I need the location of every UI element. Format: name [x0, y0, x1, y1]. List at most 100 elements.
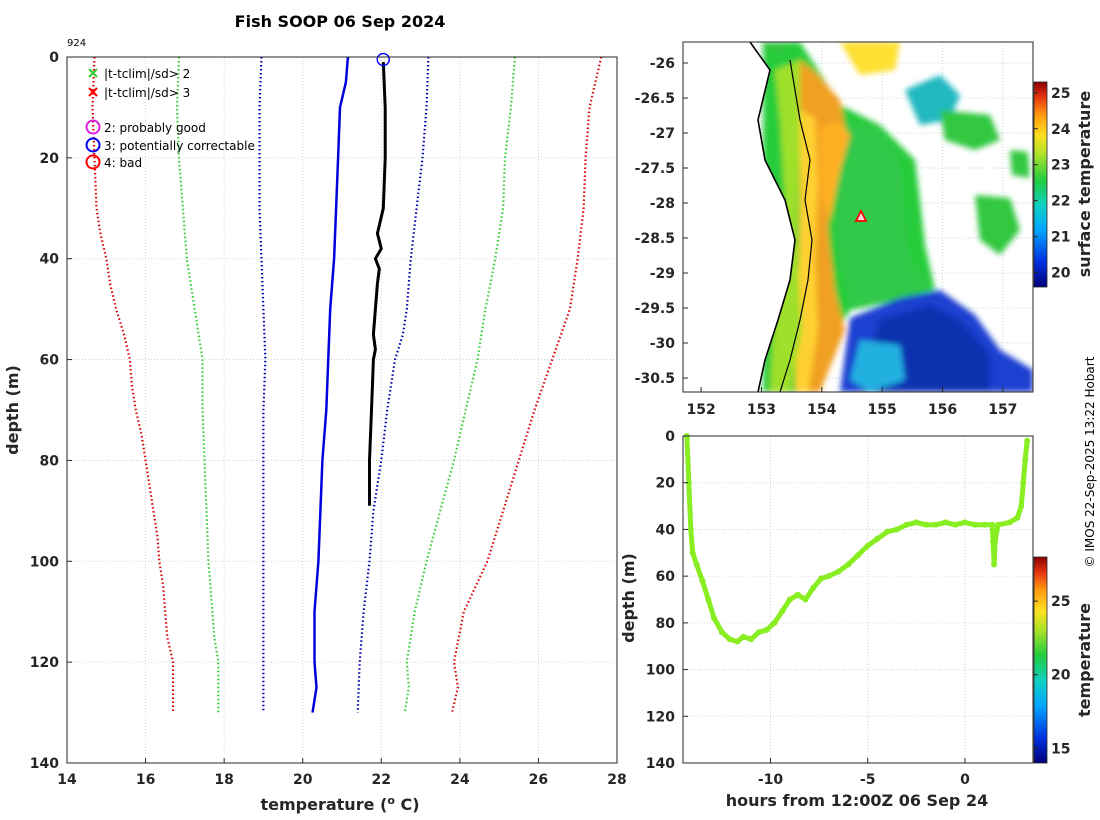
float-position-marker — [854, 208, 868, 222]
depth-time-point — [705, 596, 712, 603]
depth-time-point — [903, 521, 910, 528]
land-mass — [683, 42, 795, 392]
depth-time-point — [802, 596, 809, 603]
map-x-tick-label: 153 — [747, 402, 776, 418]
map-y-tick-label: -26.5 — [635, 91, 675, 107]
legend-marker-x-green — [88, 68, 98, 78]
profile-x-tick-label: 28 — [607, 772, 626, 788]
map-y-ticks: -26 -26.5 -27 -27.5 -28 -28.5 -29 -29.5 -30 -30.5 — [635, 56, 688, 387]
map-x-tick-label: 152 — [686, 402, 715, 418]
sst-colorbar-label: surface temperature — [1075, 91, 1094, 278]
depth-time-y-tick-label: 140 — [646, 756, 675, 772]
profile-y-ticks: 0 20 40 60 80 100 120 140 — [30, 50, 72, 772]
map-y-tick-label: -30 — [650, 336, 676, 352]
depth-time-point — [763, 626, 770, 633]
profile-x-tick-label: 18 — [214, 772, 233, 788]
map-y-tick-label: -29.5 — [635, 301, 675, 317]
map-y-tick-label: -30.5 — [635, 371, 675, 387]
profile-axes-box — [66, 56, 618, 764]
map-x-tick-label: 155 — [868, 402, 897, 418]
profile-line-clim-plus-1sd — [356, 56, 430, 713]
depth-time-point — [981, 521, 988, 528]
depth-time-point — [995, 521, 1001, 528]
depth-time-point — [1022, 456, 1029, 463]
profile-y-tick-label: 20 — [40, 151, 60, 167]
depth-time-point — [874, 535, 881, 542]
sst-colorbar-tick-label: 23 — [1051, 158, 1070, 174]
depth-time-point — [991, 561, 998, 568]
profile-line-clim-minus-1sd — [258, 56, 267, 713]
depth-time-points — [683, 433, 1031, 645]
profile-line-clim-minus-2sd — [175, 56, 220, 713]
depth-time-point — [748, 636, 755, 643]
legend-label: 3: potentially correctable — [104, 139, 255, 153]
depth-time-x-ticks: -10 -5 0 — [758, 758, 970, 788]
depth-time-point — [740, 633, 747, 640]
depth-time-point — [1020, 479, 1027, 486]
depth-time-point — [818, 575, 825, 582]
sst-colorbar-ticks: 20 21 22 23 24 25 — [1034, 86, 1071, 282]
depth-time-trace — [684, 433, 1030, 644]
credit-text: © IMOS 22-Sep-2025 13:22 Hobart — [1083, 356, 1097, 567]
depth-time-point — [884, 528, 891, 535]
temperature-colorbar — [1033, 556, 1048, 764]
profile-y-tick-label: 120 — [30, 655, 59, 671]
map-y-tick-label: -29 — [650, 266, 675, 282]
depth-time-y-tick-label: 40 — [656, 522, 676, 538]
map-y-tick-label: -28 — [650, 196, 675, 212]
shelf-contour — [779, 59, 813, 392]
profile-x-tick-label: 20 — [293, 772, 313, 788]
depth-time-point — [932, 521, 939, 528]
temperature-colorbar-tick-label: 25 — [1051, 594, 1070, 610]
map-x-ticks: 152 153 154 155 156 157 — [686, 387, 1017, 418]
profile-line-clim-plus-3sd — [450, 56, 603, 713]
profile-series — [91, 52, 603, 713]
depth-time-x-tick-label: 0 — [960, 772, 970, 788]
coastline — [749, 42, 796, 392]
legend-marker-circle-blue — [85, 137, 101, 153]
depth-time-point — [989, 521, 996, 528]
profile-id-label: 924 — [67, 38, 86, 49]
map-x-tick-label: 156 — [928, 402, 957, 418]
temperature-colorbar-ticks: 15 20 25 — [1034, 594, 1071, 757]
depth-time-y-ticks: 0 20 40 60 80 100 120 140 — [646, 429, 688, 772]
legend-label: |t-tclim|/sd> 2 — [104, 67, 190, 81]
temperature-colorbar-label: temperature — [1075, 603, 1094, 717]
legend-label: 2: probably good — [104, 121, 206, 135]
profile-x-tick-label: 26 — [529, 772, 548, 788]
depth-time-y-tick-label: 60 — [656, 569, 676, 585]
depth-time-y-tick-label: 100 — [646, 663, 675, 679]
profile-line-observed-profile — [368, 61, 387, 506]
map-y-tick-label: -27.5 — [635, 161, 675, 177]
chart-title: Fish SOOP 06 Sep 2024 — [235, 12, 446, 31]
depth-time-axes-box — [682, 435, 1034, 764]
map-x-tick-label: 157 — [988, 402, 1017, 418]
depth-time-point — [893, 526, 900, 533]
depth-time-point — [1024, 437, 1031, 444]
depth-time-y-tick-label: 0 — [665, 429, 675, 445]
map-y-tick-label: -28.5 — [635, 231, 675, 247]
depth-time-point — [711, 615, 718, 622]
profile-x-tick-label: 24 — [450, 772, 470, 788]
depth-time-point — [913, 519, 920, 526]
depth-time-point — [771, 619, 778, 626]
profile-x-tick-label: 16 — [136, 772, 155, 788]
depth-time-point — [755, 629, 762, 636]
profile-legend: |t-tclim|/sd> 2 |t-tclim|/sd> 3 2: proba… — [85, 67, 255, 170]
profile-x-tick-label: 14 — [57, 772, 77, 788]
profile-line-clim-minus-3sd — [91, 56, 175, 713]
depth-time-point — [864, 542, 871, 549]
depth-time-point — [810, 584, 817, 591]
legend-label: 4: bad — [104, 156, 142, 170]
depth-time-point — [779, 608, 786, 615]
map-y-tick-label: -27 — [650, 126, 675, 142]
map-sst-field — [683, 42, 1033, 392]
depth-time-y-axis-label: depth (m) — [619, 553, 638, 643]
depth-time-y-tick-label: 120 — [646, 709, 675, 725]
profile-first-point-marker — [376, 52, 390, 67]
temperature-colorbar-tick-label: 20 — [1051, 668, 1071, 684]
profile-y-tick-label: 40 — [40, 252, 60, 268]
depth-time-point — [685, 479, 692, 486]
depth-time-point — [693, 561, 700, 568]
